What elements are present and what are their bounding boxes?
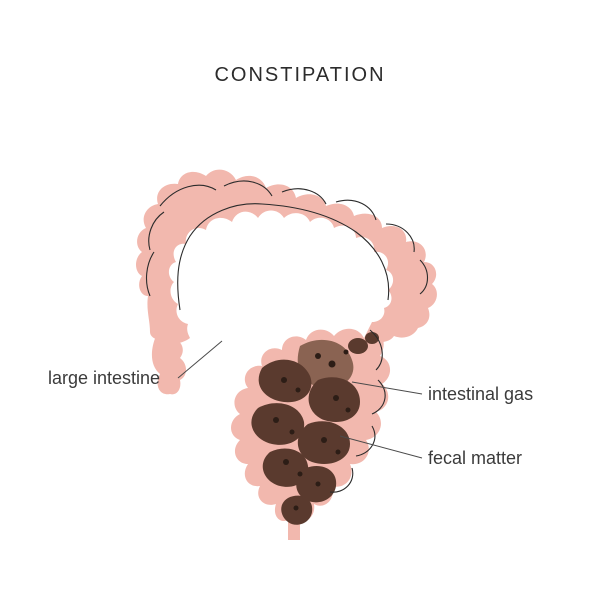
- diagram-canvas: { "title": { "text": "CONSTIPATION", "to…: [0, 0, 600, 600]
- label-large-intestine: large intestine: [48, 368, 160, 389]
- intestine-illustration: [0, 0, 600, 600]
- sigmoid-rectum-cutaway: [231, 322, 390, 540]
- leader-large-intestine: [178, 341, 222, 378]
- label-fecal-matter: fecal matter: [428, 448, 522, 469]
- fecal-blob-a: [348, 338, 368, 354]
- label-intestinal-gas: intestinal gas: [428, 384, 533, 405]
